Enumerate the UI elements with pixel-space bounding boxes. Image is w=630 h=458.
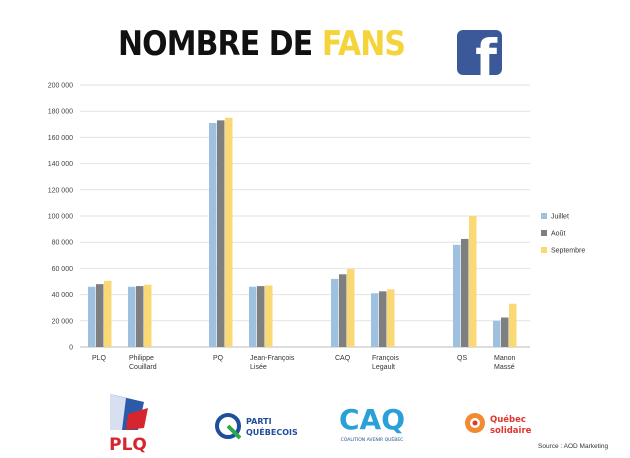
caq-logo-text: CAQ — [339, 403, 405, 436]
bars — [88, 117, 517, 348]
qs-logo: Québec solidaire — [465, 413, 532, 436]
bar — [387, 289, 395, 347]
page-title: NOMBRE DE FANS — [118, 24, 406, 64]
bar — [265, 285, 273, 347]
legend-label: Août — [551, 231, 565, 238]
bar — [509, 303, 517, 347]
x-tick-label: PLQ — [92, 355, 107, 362]
bar — [96, 284, 104, 347]
x-tick-label: Manon Massé — [494, 355, 516, 371]
pq-logo-text-1: PARTI — [246, 417, 272, 426]
y-tick-label: 180 000 — [48, 109, 73, 116]
x-tick-label: François Legault — [372, 355, 399, 371]
y-tick-label: 100 000 — [48, 214, 73, 221]
legend: Juillet Août Septembre — [541, 213, 585, 255]
qs-logo-text-2: solidaire — [490, 426, 532, 436]
bar — [249, 286, 257, 347]
bar — [501, 317, 509, 347]
source-note: Source : AOD Marketing — [538, 443, 609, 450]
caq-logo: CAQ COALITION AVENIR QUÉBEC — [339, 403, 405, 443]
bar — [347, 269, 355, 347]
legend-label: Septembre — [551, 248, 585, 255]
legend-label: Juillet — [551, 214, 569, 221]
y-tick-label: 160 000 — [48, 135, 73, 142]
y-tick-label: 60 000 — [52, 266, 74, 273]
title-banner: NOMBRE DE FANS f — [0, 18, 630, 75]
bar — [217, 120, 225, 348]
bar — [257, 286, 265, 347]
bar — [136, 286, 144, 347]
plq-logo: PLQ — [109, 394, 148, 454]
pq-logo-text-2: QUÉBECOIS — [246, 426, 298, 437]
y-tick-label: 120 000 — [48, 187, 73, 194]
legend-swatch — [541, 230, 547, 236]
bar — [371, 293, 379, 347]
facebook-icon: f — [457, 30, 502, 75]
legend-swatch — [541, 213, 547, 219]
y-tick-label: 80 000 — [52, 240, 74, 247]
title-part-1: NOMBRE DE — [118, 24, 322, 64]
y-tick-label: 200 000 — [48, 83, 73, 90]
y-tick-label: 40 000 — [52, 292, 74, 299]
bar — [104, 280, 112, 347]
bar — [88, 286, 96, 347]
y-tick-label: 0 — [69, 345, 73, 352]
bar — [144, 284, 152, 347]
bar — [209, 122, 217, 348]
pq-logo: PARTI QUÉBECOIS — [215, 413, 298, 440]
caq-logo-subtext: COALITION AVENIR QUÉBEC — [341, 435, 404, 443]
plq-logo-text: PLQ — [109, 435, 147, 454]
bar — [225, 117, 233, 347]
bar — [339, 274, 347, 347]
bar — [469, 216, 477, 347]
bar — [128, 286, 136, 347]
x-tick-label: Jean-François Lisée — [250, 355, 295, 371]
y-axis-ticks: 0 20 000 40 000 60 000 80 000 100 000 120 000 1… — [48, 83, 73, 352]
x-tick-label: Philippe Couillard — [129, 355, 157, 371]
x-tick-label: QS — [457, 355, 467, 362]
x-tick-label: CAQ — [335, 355, 351, 362]
title-part-2: FANS — [321, 24, 406, 64]
x-axis-labels: PLQ Philippe Couillard PQ Jean-François Lisée… — [92, 355, 516, 371]
x-tick-label: PQ — [213, 355, 224, 362]
bar — [379, 291, 387, 347]
y-tick-label: 20 000 — [52, 318, 74, 325]
bar — [493, 320, 501, 347]
y-tick-label: 140 000 — [48, 161, 73, 168]
bar — [461, 238, 469, 347]
qs-logo-text-1: Québec — [490, 414, 526, 425]
bar — [331, 278, 339, 347]
legend-swatch — [541, 247, 547, 253]
bar — [453, 244, 461, 347]
